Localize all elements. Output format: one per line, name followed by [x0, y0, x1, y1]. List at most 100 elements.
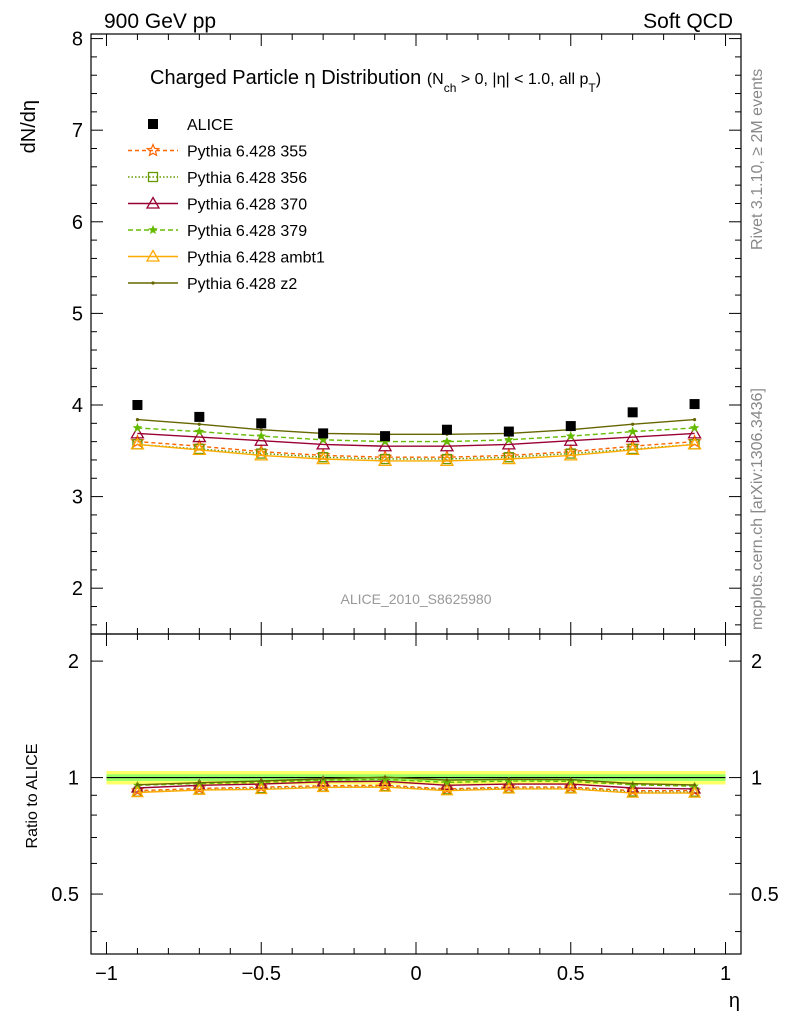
point-p370 [501, 437, 516, 450]
mcplots-label: mcplots.cern.ch [arXiv:1306.3436] [749, 388, 766, 630]
point-z2 [631, 422, 635, 426]
main-ytick-label: 4 [72, 395, 83, 417]
ratio-point-ambt1 [688, 786, 702, 798]
legend-entry-p355: Pythia 6.428 355 [128, 142, 307, 161]
ratio-point-z2 [445, 778, 449, 782]
point-ambt1 [439, 453, 455, 467]
collision-label: 900 GeV pp [104, 10, 216, 33]
point-alice [132, 399, 143, 410]
main-ytick-label: 5 [72, 303, 83, 325]
point-p370 [625, 429, 640, 443]
ratio-point-z2 [507, 777, 511, 781]
ratio-point-ambt1 [254, 782, 268, 795]
legend-label-p355: Pythia 6.428 355 [187, 144, 307, 161]
point-p370 [254, 433, 269, 446]
ratio-point-p370 [254, 777, 268, 789]
point-ambt1 [501, 451, 516, 465]
main-x-ticks [105, 34, 727, 634]
point-ambt1 [377, 453, 393, 467]
legend-label-p356: Pythia 6.428 356 [187, 170, 307, 187]
main-ytick-label: 2 [72, 578, 83, 600]
legend-entry-alice: ALICE [148, 117, 233, 134]
series-alice [132, 399, 700, 442]
ratio-ytick-label-right: 1 [751, 768, 762, 790]
legend-entry-ambt1: Pythia 6.428 ambt1 [128, 249, 325, 267]
ratio-frame [90, 633, 742, 955]
series-line-p379 [137, 427, 695, 443]
ratio-ytick-label-left: 2 [68, 651, 79, 673]
subtitle-3: > 0, |η| < 1.0, all p [456, 71, 588, 88]
series-p379 [132, 422, 700, 446]
ratio-line-ambt1 [137, 786, 695, 794]
ratio-point-p370 [378, 774, 392, 787]
ratio-point-ambt1 [192, 783, 206, 795]
point-ambt1 [192, 442, 207, 456]
main-ylabel: dN/dη [18, 100, 40, 153]
category-label: Soft QCD [643, 10, 733, 33]
ratio-point-p370 [440, 778, 454, 791]
point-ambt1 [625, 442, 640, 456]
ratio-ylabel: Ratio to ALICE [24, 744, 41, 849]
main-ytick-label: 3 [72, 487, 83, 509]
subtitle-2: ch [444, 81, 457, 95]
ratio-point-z2 [259, 779, 263, 783]
point-p370 [192, 429, 207, 443]
ratio-ytick-label-left: 0.5 [51, 884, 79, 906]
point-ambt1 [316, 451, 331, 465]
point-ambt1 [563, 448, 578, 461]
chart-title: Charged Particle η Distribution (Nch > 0… [150, 67, 601, 95]
point-ambt1 [130, 437, 145, 450]
subtitle-4: T [588, 81, 596, 95]
legend-marker-p355 [145, 142, 161, 157]
ratio-xlabel: η [729, 990, 740, 1012]
main-series [130, 399, 702, 467]
ratio-series-p370 [130, 774, 702, 794]
point-alice [503, 426, 514, 437]
ratio-ytick-label-right: 2 [751, 651, 762, 673]
point-p370 [563, 433, 578, 446]
ratio-point-p379 [442, 777, 452, 786]
point-p379 [566, 431, 576, 441]
subtitle-1: (N [427, 71, 444, 88]
main-ytick-label: 6 [72, 212, 83, 234]
series-line-ambt1 [137, 443, 695, 462]
point-p370 [439, 438, 455, 452]
legend-marker-p370 [145, 196, 161, 209]
ratio-point-z2 [197, 781, 201, 785]
point-alice [256, 418, 267, 429]
ratio-line-p379 [137, 778, 695, 787]
ratio-series-z2 [135, 775, 697, 787]
ratio-line-z2 [137, 776, 695, 786]
ratio-series [130, 774, 702, 798]
legend-marker-z2 [151, 281, 155, 285]
ratio-point-z2 [135, 783, 139, 787]
legend-entry-z2: Pythia 6.428 z2 [128, 276, 297, 293]
svg-text:Charged Particle η Distributio: Charged Particle η Distribution (Nch > 0… [150, 67, 601, 95]
legend-label-p379: Pythia 6.428 379 [187, 223, 307, 240]
point-p379 [504, 434, 514, 444]
ratio-point-z2 [383, 775, 387, 779]
ratio-point-z2 [631, 782, 635, 786]
ratio-ytick-label-left: 1 [68, 768, 79, 790]
ratio-xtick-label: −0.5 [241, 963, 280, 985]
series-line-z2 [137, 418, 695, 435]
ratio-line-p370 [137, 780, 695, 790]
legend-label-p370: Pythia 6.428 370 [187, 197, 307, 214]
rivet-label: Rivet 3.1.10, ≥ 2M events [749, 69, 766, 250]
ratio-xtick-label: 0 [410, 963, 421, 985]
ratio-panel: Ratio to ALICE 0.5 0.5 1 1 2 2 −1 −0.5 0 0.5 1 η [24, 633, 779, 1012]
point-p379 [318, 434, 328, 444]
point-p370 [316, 437, 331, 450]
main-ytick-label: 7 [72, 120, 83, 142]
main-ytick-label: 8 [72, 29, 83, 51]
ratio-point-ambt1 [502, 782, 516, 794]
legend-marker-ambt1 [145, 249, 161, 262]
point-z2 [135, 418, 140, 422]
legend-label-alice: ALICE [187, 117, 233, 134]
series-line-p370 [137, 432, 695, 447]
point-alice [194, 411, 205, 422]
series-p355 [130, 434, 702, 464]
ratio-point-ambt1 [316, 780, 330, 793]
ratio-point-z2 [693, 783, 697, 787]
